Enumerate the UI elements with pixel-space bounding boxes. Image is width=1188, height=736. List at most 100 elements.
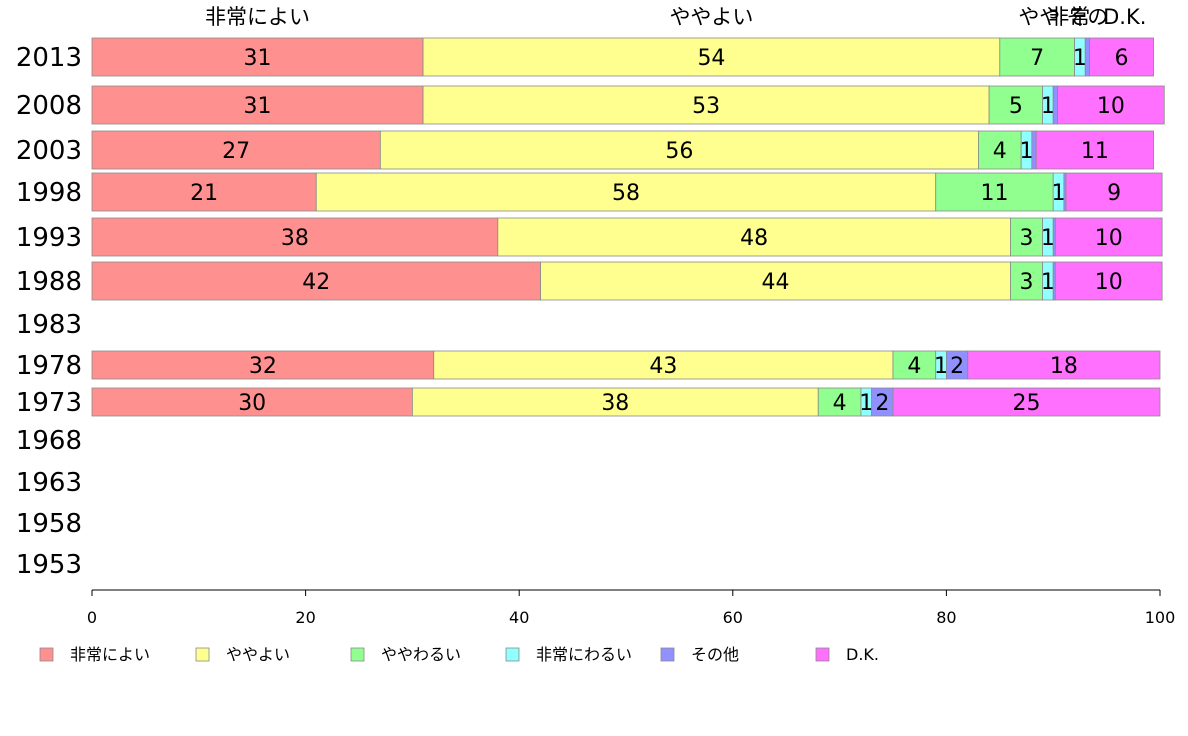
bar-label-2013-series-3: 1 (1073, 46, 1087, 71)
bar-label-1993-series-3: 1 (1041, 226, 1055, 251)
bar-label-1973-series-5: 25 (1013, 391, 1041, 416)
bar-label-1998-series-3: 1 (1052, 181, 1066, 206)
x-tick-label-100: 100 (1145, 608, 1176, 627)
bar-label-1998-series-0: 21 (190, 181, 218, 206)
bar-label-2008-series-1: 53 (692, 94, 720, 119)
bar-1998-series-0 (91, 172, 317, 212)
bar-label-1988-series-2: 3 (1020, 270, 1034, 295)
bar-1998-series-2 (935, 172, 1054, 212)
bar-label-1993-series-1: 48 (740, 226, 768, 251)
bar-1993-series-0 (91, 217, 499, 257)
bar-1998-series-5 (1065, 172, 1163, 212)
legend: 非常によい ややよい ややわるい 非常にわるい その他 D.K. (39, 645, 879, 664)
bar-label-1978-series-0: 32 (249, 354, 277, 379)
bar-label-2008-series-3: 1 (1041, 94, 1055, 119)
year-label-1993: 1993 (16, 223, 82, 253)
year-label-1998: 1998 (16, 178, 82, 208)
bar-2013-series-4 (1084, 37, 1090, 77)
legend-swatch-4 (660, 647, 675, 662)
legend-label-2: ややわるい (381, 645, 461, 664)
bar-2008-series-0 (91, 85, 424, 125)
legend-label-1: ややよい (226, 645, 290, 664)
top-label-3: 非常 (1048, 5, 1090, 29)
year-label-2003: 2003 (16, 136, 82, 166)
bar-2008-series-2 (988, 85, 1043, 125)
year-label-1983: 1983 (16, 310, 82, 340)
bar-label-1993-series-5: 10 (1095, 226, 1123, 251)
year-label-1973: 1973 (16, 388, 82, 418)
bar-label-2003-series-2: 4 (993, 139, 1007, 164)
bar-label-1998-series-2: 11 (980, 181, 1008, 206)
bar-1988-series-5 (1054, 261, 1163, 301)
bar-2013-series-0 (91, 37, 424, 77)
bar-label-1998-series-1: 58 (612, 181, 640, 206)
bar-label-1998-series-5: 9 (1107, 181, 1121, 206)
x-tick-label-20: 20 (295, 608, 315, 627)
top-label-5: D.K. (1103, 5, 1146, 29)
bar-label-2003-series-0: 27 (222, 139, 250, 164)
legend-label-5: D.K. (846, 645, 879, 664)
year-label-2013: 2013 (16, 43, 82, 73)
bar-2003-series-1 (379, 130, 979, 170)
bar-1988-series-0 (91, 261, 541, 301)
legend-label-3: 非常にわるい (536, 645, 632, 664)
bar-label-1988-series-0: 42 (302, 270, 330, 295)
bar-label-2013-series-5: 6 (1115, 46, 1129, 71)
top-label-1: ややよい (669, 5, 753, 29)
x-tick-label-80: 80 (936, 608, 956, 627)
bar-label-2003-series-1: 56 (665, 139, 693, 164)
bar-1998-series-1 (315, 172, 937, 212)
year-label-1978: 1978 (16, 351, 82, 381)
bar-2003-series-4 (1031, 130, 1037, 170)
bar-label-1978-series-3: 1 (934, 354, 948, 379)
top-label-4: その (1066, 5, 1108, 29)
bar-2013-series-5 (1089, 37, 1154, 77)
bar-label-2008-series-0: 31 (244, 94, 272, 119)
bar-label-1978-series-4: 2 (950, 354, 964, 379)
legend-swatch-2 (350, 647, 365, 662)
bar-label-1973-series-0: 30 (238, 391, 266, 416)
bar-label-2013-series-1: 54 (697, 46, 725, 71)
bar-label-2003-series-5: 11 (1081, 139, 1109, 164)
bar-1978-series-5 (967, 350, 1161, 380)
x-tick-label-60: 60 (723, 608, 743, 627)
year-axis-labels: 2013 2008 2003 1998 1993 1988 1983 1978 1973 1968… (16, 43, 82, 580)
x-axis: 0 20 40 60 80 100 (87, 589, 1176, 627)
bar-1973-series-1 (411, 387, 819, 417)
legend-label-0: 非常によい (70, 645, 150, 664)
year-label-1988: 1988 (16, 267, 82, 297)
bar-2008-series-5 (1057, 85, 1165, 125)
bar-1993-series-1 (497, 217, 1011, 257)
bar-label-1973-series-4: 2 (875, 391, 889, 416)
bar-label-1973-series-1: 38 (601, 391, 629, 416)
bar-label-1978-series-5: 18 (1050, 354, 1078, 379)
bar-label-1993-series-2: 3 (1020, 226, 1034, 251)
bar-1988-series-2 (1010, 261, 1043, 301)
bar-label-1973-series-3: 1 (859, 391, 873, 416)
bar-label-2003-series-3: 1 (1020, 139, 1034, 164)
bar-label-2008-series-2: 5 (1009, 94, 1023, 119)
bar-2008-series-4 (1052, 85, 1058, 125)
bar-label-1988-series-5: 10 (1095, 270, 1123, 295)
bar-2008-series-1 (422, 85, 990, 125)
bar-1973-series-0 (91, 387, 413, 417)
legend-swatch-1 (195, 647, 210, 662)
top-label-2: やや (1018, 5, 1060, 29)
year-label-2008: 2008 (16, 91, 82, 121)
legend-swatch-5 (815, 647, 830, 662)
bar-1973-series-2 (817, 387, 862, 417)
x-tick-label-0: 0 (87, 608, 97, 627)
bar-label-2008-series-5: 10 (1097, 94, 1125, 119)
legend-swatch-3 (505, 647, 520, 662)
year-label-1958: 1958 (16, 509, 82, 539)
bar-label-1973-series-2: 4 (833, 391, 847, 416)
bar-1978-series-1 (433, 350, 894, 380)
bar-2003-series-0 (91, 130, 381, 170)
bar-1978-series-0 (91, 350, 435, 380)
bar-label-1993-series-0: 38 (281, 226, 309, 251)
year-label-1968: 1968 (16, 426, 82, 456)
bar-label-1978-series-1: 43 (649, 354, 677, 379)
